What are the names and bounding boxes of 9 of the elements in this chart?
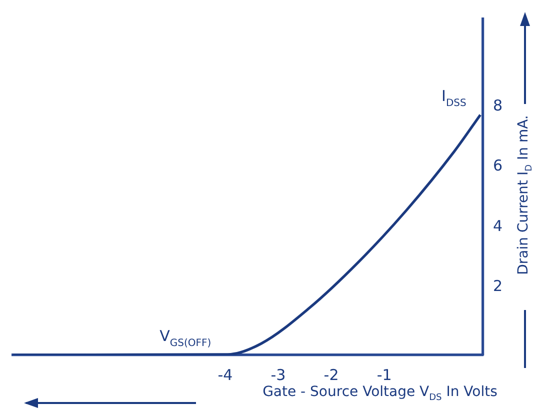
x-tick-label: -2 [324,366,339,384]
x-tick-label: -1 [376,366,392,384]
y-tick-label: 6 [493,156,503,175]
y-tick-label: 4 [493,216,503,235]
x-tick-label: -3 [270,366,286,384]
y-tick-label: 2 [493,277,503,296]
y-tick-label: 8 [493,96,503,114]
x-axis-title: Gate - Source Voltage V$_{DS}$ In Volts [262,384,498,403]
x-tick-label: -4 [218,366,233,384]
